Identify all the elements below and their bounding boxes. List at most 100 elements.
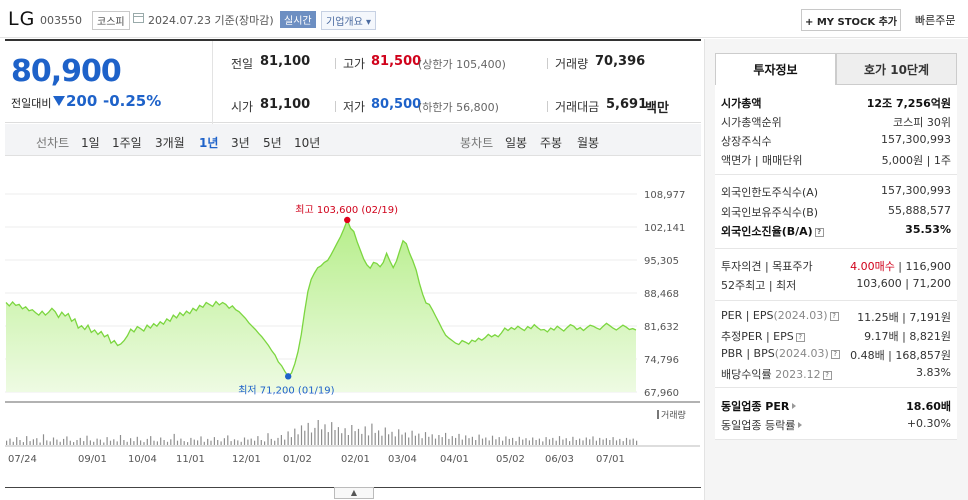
volume-bar xyxy=(615,440,618,445)
tab-1y[interactable]: 1년 xyxy=(199,136,219,150)
volume-bar xyxy=(297,434,299,445)
volume-bar xyxy=(304,430,306,445)
help-icon[interactable]: ? xyxy=(795,333,805,342)
volume-bar xyxy=(532,437,534,445)
volume-bar xyxy=(294,428,296,445)
opinion-group: 투자의견 | 목표주가 4.00매수 | 116,900 52주최고 | 최저 10… xyxy=(715,249,957,301)
max-point xyxy=(344,216,351,224)
tab-5y[interactable]: 5년 xyxy=(263,136,282,150)
volume-bar xyxy=(485,437,487,445)
tab-3m[interactable]: 3개월 xyxy=(155,136,185,150)
tab-monthly[interactable]: 월봉 xyxy=(577,136,600,150)
prev-label: 전일 xyxy=(231,57,254,71)
caret-right-icon xyxy=(792,403,797,409)
volume-bar xyxy=(6,440,8,445)
volume-bar xyxy=(495,439,497,445)
help-icon[interactable]: ? xyxy=(822,371,832,380)
volume-bar xyxy=(421,438,423,445)
volume-bar xyxy=(19,440,21,445)
info-key: 추정PER | EPS xyxy=(721,330,794,343)
y-tick-label: 67,960 xyxy=(644,388,679,399)
volume-bar xyxy=(307,422,309,445)
company-overview-button[interactable]: 기업개요 ▾ xyxy=(321,11,377,30)
tab-daily[interactable]: 일봉 xyxy=(505,136,528,150)
volume-bar xyxy=(357,428,360,445)
volume-bar xyxy=(166,441,169,445)
x-tick-label: 02/01 xyxy=(341,454,370,465)
y-tick-label: 108,977 xyxy=(644,190,685,201)
market-badge: 코스피 xyxy=(92,11,130,30)
help-icon[interactable]: ? xyxy=(829,312,839,321)
divider xyxy=(335,101,336,112)
volume-bar xyxy=(612,437,614,445)
volume-bar xyxy=(374,432,376,445)
tab-weekly[interactable]: 주봉 xyxy=(540,136,563,150)
volume-bar xyxy=(257,436,259,445)
volume-bar xyxy=(605,438,607,445)
volume-legend-label: 거래량 xyxy=(661,409,686,421)
info-row: 상장주식수 157,300,993 xyxy=(721,133,951,151)
info-row: 외국인한도주식수(A) 157,300,993 xyxy=(721,184,951,202)
tab-investment-info[interactable]: 투자정보 xyxy=(715,53,836,85)
volume-bar xyxy=(56,439,58,445)
volume-bar xyxy=(193,439,195,445)
volume-bar xyxy=(190,437,192,445)
info-key: 외국인보유주식수(B) xyxy=(721,206,819,219)
volume-bar xyxy=(146,438,148,445)
info-row[interactable]: 동일업종 PER 18.60배 xyxy=(721,398,951,416)
chart-period-tabs: 선차트 1일 1주일 3개월 1년 3년 5년 10년 봉차트 일봉 주봉 월봉 xyxy=(5,124,701,156)
price-chart[interactable]: 108,977 102,141 95,305 88,468 81,632 74,796 67… xyxy=(0,170,704,486)
tab-order-book[interactable]: 호가 10단계 xyxy=(836,53,957,85)
high-label: 고가 xyxy=(343,57,366,71)
volume-bar xyxy=(542,441,544,445)
volume-bar xyxy=(243,437,246,445)
tab-10y[interactable]: 10년 xyxy=(294,136,321,150)
info-value: 157,300,993 xyxy=(881,184,951,197)
realtime-badge[interactable]: 실시간 xyxy=(280,11,316,28)
volume-bar xyxy=(103,442,105,445)
quick-order-link[interactable]: 빠른주문 xyxy=(915,14,956,27)
volume-bar xyxy=(595,440,597,445)
volume-bar xyxy=(123,440,125,445)
volume-bar xyxy=(93,441,95,445)
volume-bar xyxy=(515,441,517,445)
x-tick-label: 07/01 xyxy=(596,454,625,465)
volume-bar xyxy=(398,429,400,445)
info-key: PER | EPS xyxy=(721,309,774,322)
divider xyxy=(547,58,548,69)
help-icon[interactable]: ? xyxy=(814,228,824,237)
volume-bar xyxy=(572,436,574,445)
volume-bar xyxy=(176,440,179,445)
change-label: 전일대비 xyxy=(11,97,52,110)
volume-bar xyxy=(32,439,34,445)
volume-bar xyxy=(52,437,55,445)
volume-bar xyxy=(254,440,256,445)
volume-label: 거래량 xyxy=(555,57,589,71)
volume-bar xyxy=(525,438,527,445)
volume-bar xyxy=(518,436,520,445)
info-row[interactable]: 동일업종 등락률 +0.30% xyxy=(721,417,951,435)
volume-bar xyxy=(150,436,152,445)
tab-1d[interactable]: 1일 xyxy=(81,136,100,150)
down-arrow-icon xyxy=(53,96,65,106)
info-value: 코스피 30위 xyxy=(893,116,951,129)
collapse-chart-handle[interactable]: ▲ xyxy=(334,487,374,499)
tab-3y[interactable]: 3년 xyxy=(231,136,250,150)
volume-bar xyxy=(223,438,225,445)
stock-code: 003550 xyxy=(40,14,82,27)
volume-bar xyxy=(314,427,316,445)
add-my-stock-button[interactable]: + MY STOCK 추가 xyxy=(801,9,901,31)
volume-bar xyxy=(378,430,380,445)
volume-bar xyxy=(183,441,185,445)
help-icon[interactable]: ? xyxy=(830,350,840,359)
volume-bar xyxy=(481,438,484,445)
volume-bar xyxy=(636,440,638,445)
volume-bar xyxy=(488,440,490,445)
volume-bar xyxy=(555,440,557,445)
info-value: 12조 7,256억원 xyxy=(866,97,951,110)
info-value: 9.17배 | 8,821원 xyxy=(864,330,951,343)
volume-bar xyxy=(264,441,266,445)
tab-1w[interactable]: 1주일 xyxy=(112,136,142,150)
volume-bar xyxy=(69,440,71,445)
volume-bar xyxy=(106,437,108,445)
